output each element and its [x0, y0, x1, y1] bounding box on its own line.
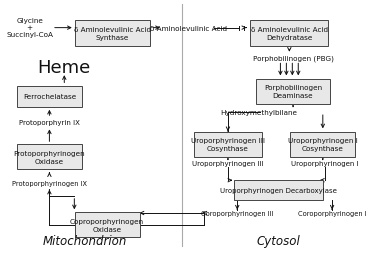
Text: δ Aminolevulinic Acid
Synthase: δ Aminolevulinic Acid Synthase [74, 27, 151, 41]
Text: Uroporphyrinogen I
Cosynthase: Uroporphyrinogen I Cosynthase [288, 138, 358, 151]
Text: Uroporphyrinogen III: Uroporphyrinogen III [192, 161, 264, 166]
Text: Protoporphyrin IX: Protoporphyrin IX [19, 120, 80, 126]
Text: Protoporphyrinogen IX: Protoporphyrinogen IX [12, 181, 87, 186]
FancyBboxPatch shape [74, 212, 139, 237]
FancyBboxPatch shape [76, 21, 150, 47]
Text: Mitochondrion: Mitochondrion [43, 234, 127, 247]
Text: Cytosol: Cytosol [256, 234, 300, 247]
FancyBboxPatch shape [290, 132, 355, 157]
Text: Protoporphyrinogen
Oxidase: Protoporphyrinogen Oxidase [14, 150, 85, 164]
Text: δ Aminolevulinic Acid: δ Aminolevulinic Acid [150, 26, 228, 31]
Text: Porphobilinogen (PBG): Porphobilinogen (PBG) [253, 55, 334, 62]
FancyBboxPatch shape [17, 86, 82, 107]
Text: δ Aminolevulinic Acid
Dehydratase: δ Aminolevulinic Acid Dehydratase [251, 27, 328, 41]
Text: Coroporphyrinogen I: Coroporphyrinogen I [298, 210, 366, 216]
FancyBboxPatch shape [234, 181, 323, 200]
Text: Uroporphyrinogen Decarboxylase: Uroporphyrinogen Decarboxylase [220, 187, 337, 193]
Text: Coroporphyrinogen III: Coroporphyrinogen III [201, 210, 274, 216]
Text: Porphobilinogen
Deaminase: Porphobilinogen Deaminase [264, 85, 322, 99]
FancyBboxPatch shape [250, 21, 328, 47]
Text: Glycine
+
Succinyl-CoA: Glycine + Succinyl-CoA [6, 18, 53, 38]
FancyBboxPatch shape [256, 79, 330, 104]
FancyBboxPatch shape [193, 132, 262, 157]
Text: Coproporphyrinogen
Oxidase: Coproporphyrinogen Oxidase [70, 218, 144, 232]
Text: Heme: Heme [38, 59, 91, 77]
Text: Ferrochelatase: Ferrochelatase [23, 94, 76, 100]
Text: Hydroxymethylbilane: Hydroxymethylbilane [220, 110, 297, 116]
Text: Uroporphyrinogen I: Uroporphyrinogen I [291, 161, 358, 166]
Text: Uroporphyrinogen III
Cosynthase: Uroporphyrinogen III Cosynthase [191, 138, 265, 151]
FancyBboxPatch shape [17, 145, 82, 170]
